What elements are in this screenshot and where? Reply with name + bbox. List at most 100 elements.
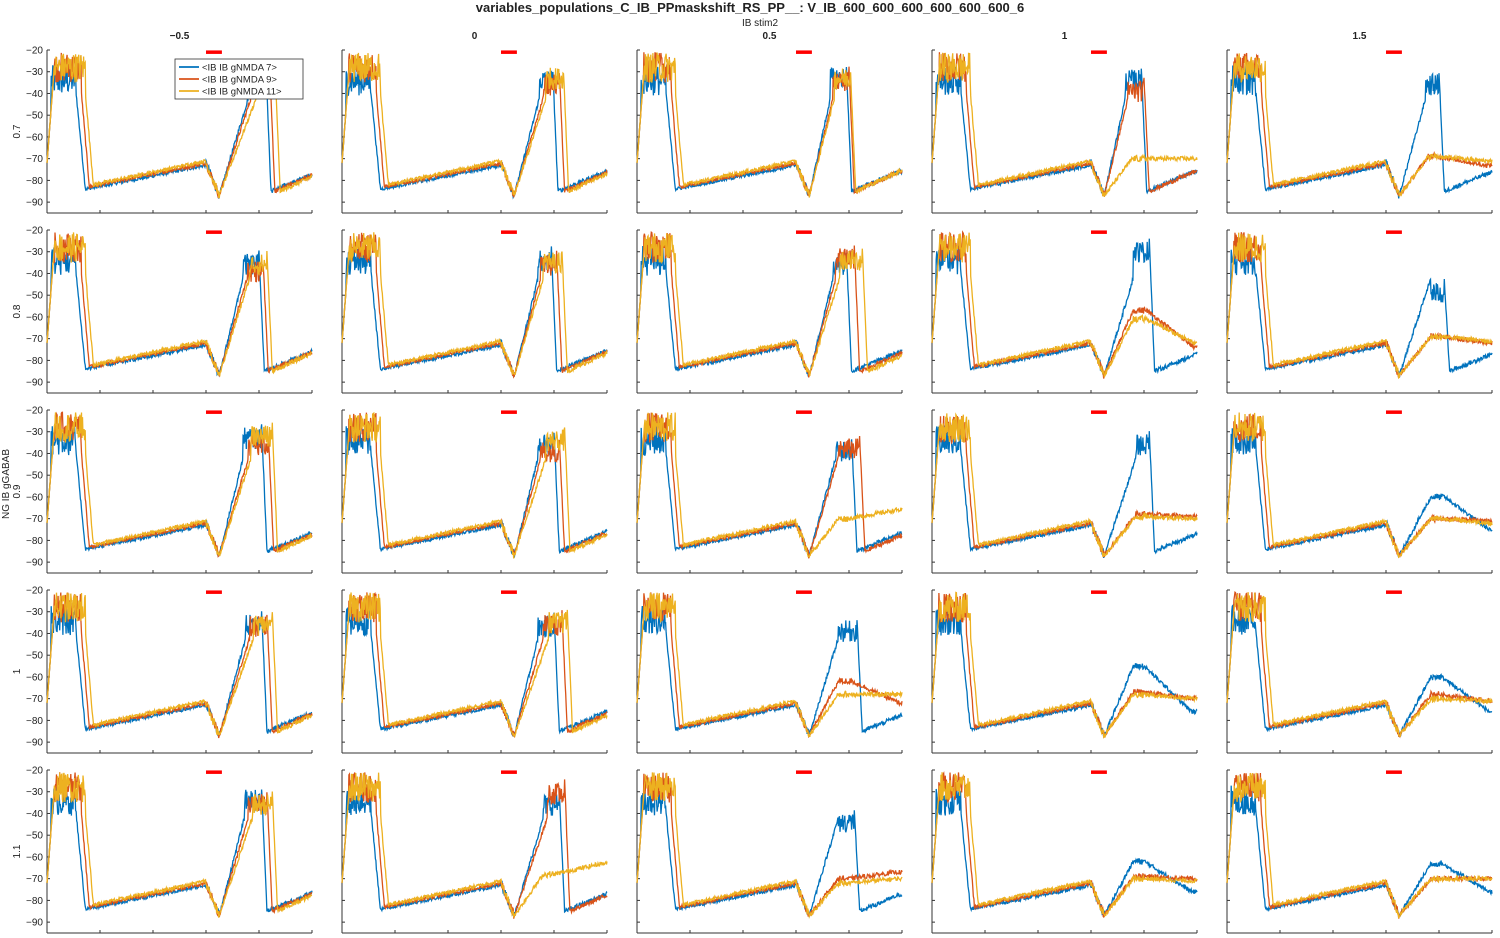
y-tick-label: −60 bbox=[26, 132, 43, 143]
panel-r5-c2: 02004006008001000 bbox=[341, 769, 608, 934]
y-tick-label: −30 bbox=[26, 427, 43, 438]
series-line-3 bbox=[931, 412, 1198, 557]
series-line-2 bbox=[931, 592, 1198, 738]
column-title: 0 bbox=[472, 31, 478, 42]
y-tick-label: −40 bbox=[26, 809, 43, 820]
y-tick-label: −90 bbox=[26, 738, 43, 749]
panel-r2-c3 bbox=[636, 229, 903, 394]
series-line-3 bbox=[931, 591, 1198, 739]
y-tick-label: −90 bbox=[26, 918, 43, 929]
y-tick-label: −90 bbox=[26, 198, 43, 209]
column-title: 0.5 bbox=[763, 31, 777, 42]
series-line-2 bbox=[931, 771, 1198, 919]
column-supertitle: IB stim2 bbox=[742, 18, 779, 29]
y-tick-label: −70 bbox=[26, 334, 43, 345]
y-tick-label: −20 bbox=[26, 226, 43, 237]
y-tick-label: −30 bbox=[26, 67, 43, 78]
series-line-2 bbox=[1226, 772, 1492, 919]
series-line-3 bbox=[1226, 772, 1493, 919]
series-line-1 bbox=[931, 785, 1198, 916]
series-line-2 bbox=[1226, 590, 1493, 739]
series-line-1 bbox=[636, 65, 903, 198]
y-tick-label: −50 bbox=[26, 291, 43, 302]
series-line-1 bbox=[1226, 65, 1493, 199]
panel-r1-c5: 1.5 bbox=[1226, 31, 1493, 214]
y-tick-label: −20 bbox=[26, 586, 43, 597]
series-line-3 bbox=[46, 232, 313, 377]
panel-r4-c5 bbox=[1226, 589, 1493, 754]
figure-title: variables_populations_C_IB_PPmaskshift_R… bbox=[476, 0, 1025, 15]
series-line-3 bbox=[1226, 53, 1493, 197]
series-line-1 bbox=[636, 244, 903, 377]
row-title: 1 bbox=[12, 668, 23, 674]
series-line-2 bbox=[1226, 52, 1493, 197]
y-tick-label: −90 bbox=[26, 378, 43, 389]
series-line-2 bbox=[636, 52, 903, 198]
y-tick-label: −80 bbox=[26, 716, 43, 727]
row-title: 0.9 bbox=[12, 484, 23, 498]
series-line-3 bbox=[636, 233, 903, 377]
series-line-3 bbox=[931, 772, 1198, 918]
series-line-3 bbox=[931, 232, 1198, 378]
row-title: 1.1 bbox=[12, 844, 23, 858]
series-line-1 bbox=[1226, 603, 1493, 738]
panel-r3-c4 bbox=[931, 409, 1198, 574]
series-line-2 bbox=[636, 412, 903, 559]
legend: <IB IB gNMDA 7><IB IB gNMDA 9><IB IB gNM… bbox=[174, 58, 304, 100]
panel-r1-c2: 0 bbox=[341, 31, 608, 214]
series-line-2 bbox=[341, 232, 608, 379]
series-line-3 bbox=[46, 592, 313, 736]
panel-r5-c5: 02004006008001000 bbox=[1226, 769, 1493, 934]
y-tick-label: −40 bbox=[26, 269, 43, 280]
y-tick-label: −20 bbox=[26, 766, 43, 777]
y-tick-label: −30 bbox=[26, 787, 43, 798]
series-line-3 bbox=[341, 232, 608, 376]
y-tick-label: −90 bbox=[26, 558, 43, 569]
series-line-1 bbox=[341, 605, 608, 738]
series-line-3 bbox=[636, 592, 903, 738]
y-tick-label: −30 bbox=[26, 607, 43, 618]
series-line-1 bbox=[931, 425, 1198, 558]
panel-r2-c5 bbox=[1226, 229, 1493, 394]
panel-r1-c3: 0.5 bbox=[636, 31, 903, 214]
panel-r4-c4 bbox=[931, 589, 1198, 754]
panel-r5-c1: −90−80−70−60−50−40−30−200200400600800100… bbox=[12, 766, 313, 934]
panel-r4-c1: −90 −80 −70 −60 −50 −40 −30 −20 1 bbox=[12, 586, 313, 754]
panel-r4-c3 bbox=[636, 589, 903, 754]
y-tick-label: −80 bbox=[26, 896, 43, 907]
y-tick-label: −30 bbox=[26, 247, 43, 258]
series-line-2 bbox=[931, 230, 1198, 379]
y-tick-label: −80 bbox=[26, 176, 43, 187]
series-line-3 bbox=[636, 412, 903, 559]
panel-r3-c5 bbox=[1226, 409, 1493, 574]
series-line-3 bbox=[1226, 232, 1493, 380]
series-line-3 bbox=[46, 772, 313, 918]
series-line-1 bbox=[46, 424, 313, 557]
panel-r2-c4 bbox=[931, 229, 1198, 394]
series-line-3 bbox=[1226, 592, 1493, 738]
row-title: 0.7 bbox=[12, 124, 23, 138]
panel-r3-c3 bbox=[636, 409, 903, 574]
y-tick-label: −20 bbox=[26, 46, 43, 57]
panel-r5-c4: 02004006008001000 bbox=[931, 769, 1198, 934]
series-line-3 bbox=[341, 772, 608, 918]
series-line-3 bbox=[46, 412, 313, 557]
series-line-1 bbox=[636, 786, 903, 918]
series-line-3 bbox=[341, 52, 608, 196]
series-line-1 bbox=[931, 65, 1198, 197]
y-tick-label: −70 bbox=[26, 694, 43, 705]
series-line-3 bbox=[1226, 412, 1493, 559]
panel-r3-c1: −90 −80 −70 −60 −50 −40 −30 −20 0.9 bbox=[12, 406, 313, 574]
y-tick-label: −70 bbox=[26, 874, 43, 885]
series-line-1 bbox=[931, 605, 1198, 738]
y-tick-label: −60 bbox=[26, 672, 43, 683]
series-line-2 bbox=[931, 52, 1198, 198]
y-tick-label: −60 bbox=[26, 312, 43, 323]
series-line-2 bbox=[46, 592, 313, 739]
panels-grid: −90 −80 −70 −60 −50 −40 −30 −20 −0.5 0.7 0 0.5 1 1.5 −… bbox=[12, 31, 1493, 934]
y-tick-label: −80 bbox=[26, 356, 43, 367]
series-line-1 bbox=[1226, 785, 1493, 917]
y-tick-label: −80 bbox=[26, 536, 43, 547]
panel-r4-c2 bbox=[341, 589, 608, 754]
